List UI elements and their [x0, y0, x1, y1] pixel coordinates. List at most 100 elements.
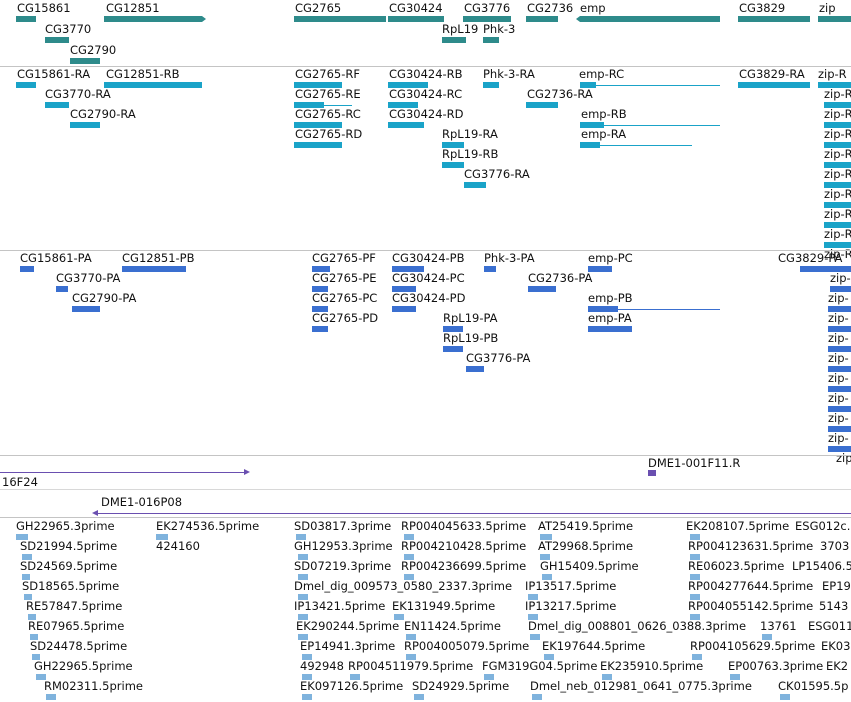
- est-label[interactable]: GH22965.3prime: [16, 519, 115, 533]
- protein-feature[interactable]: [588, 306, 618, 312]
- gene-label[interactable]: zip: [819, 1, 836, 15]
- est-feature[interactable]: [544, 654, 554, 660]
- est-feature[interactable]: [36, 674, 46, 680]
- est-feature[interactable]: [528, 594, 538, 600]
- protein-feature[interactable]: [122, 266, 186, 272]
- gene-feature[interactable]: [70, 58, 100, 64]
- transcript-label[interactable]: emp-RC: [579, 67, 625, 81]
- est-label[interactable]: IP13517.5prime: [525, 579, 617, 593]
- est-label[interactable]: AT25419.5prime: [538, 519, 634, 533]
- transcript-feature[interactable]: [818, 82, 851, 88]
- gene-label[interactable]: CG2765: [295, 1, 342, 15]
- est-feature[interactable]: [528, 614, 538, 620]
- est-label[interactable]: EK03: [821, 639, 851, 653]
- protein-label[interactable]: zip-: [836, 451, 851, 465]
- gene-label[interactable]: CG30424: [389, 1, 443, 15]
- transcript-feature[interactable]: [824, 182, 851, 188]
- est-feature[interactable]: [404, 534, 414, 540]
- protein-label[interactable]: emp-PB: [588, 291, 633, 305]
- transcript-label[interactable]: CG3776-RA: [464, 167, 530, 181]
- est-feature[interactable]: [406, 634, 416, 640]
- est-feature[interactable]: [692, 654, 702, 660]
- protein-feature[interactable]: [392, 266, 424, 272]
- est-feature[interactable]: [602, 674, 612, 680]
- transcript-label[interactable]: CG3829-RA: [739, 67, 805, 81]
- protein-label[interactable]: CG2765-PC: [312, 291, 378, 305]
- transcript-feature[interactable]: [70, 122, 100, 128]
- est-label[interactable]: EP19: [822, 579, 851, 593]
- transcript-feature[interactable]: [294, 102, 324, 108]
- protein-feature[interactable]: [828, 426, 851, 432]
- gene-label[interactable]: CG15861: [17, 1, 71, 15]
- est-label[interactable]: CK01595.5p: [778, 679, 849, 693]
- est-label[interactable]: SD03817.3prime: [294, 519, 392, 533]
- est-label[interactable]: EK097126.5prime: [300, 679, 404, 693]
- transcript-feature[interactable]: [16, 82, 36, 88]
- transcript-feature[interactable]: [738, 82, 810, 88]
- est-feature[interactable]: [540, 534, 552, 540]
- protein-feature[interactable]: [830, 286, 851, 292]
- est-feature[interactable]: [414, 694, 424, 700]
- transcript-label[interactable]: CG2765-RF: [295, 67, 360, 81]
- transcript-label[interactable]: emp-RA: [581, 127, 627, 141]
- clone-label[interactable]: DME1-001F11.R: [648, 456, 741, 470]
- gene-feature[interactable]: [818, 16, 851, 22]
- clone-label[interactable]: DME1-016P08: [101, 495, 183, 509]
- transcript-label[interactable]: emp-RB: [581, 107, 627, 121]
- protein-label[interactable]: Phk-3-PA: [484, 251, 535, 265]
- est-feature[interactable]: [540, 554, 550, 560]
- protein-label[interactable]: RpL19-PA: [443, 311, 498, 325]
- est-feature[interactable]: [394, 614, 404, 620]
- gene-feature[interactable]: [738, 16, 810, 22]
- est-feature[interactable]: [302, 694, 312, 700]
- est-label[interactable]: EK208107.5prime: [686, 519, 790, 533]
- est-label[interactable]: RP004105629.5prime: [690, 639, 816, 653]
- clone-feature[interactable]: [0, 472, 244, 473]
- transcript-label[interactable]: zip-R: [824, 167, 851, 181]
- transcript-feature[interactable]: [580, 82, 596, 88]
- protein-feature[interactable]: [528, 286, 556, 292]
- protein-feature[interactable]: [443, 326, 463, 332]
- protein-label[interactable]: zip-: [828, 391, 849, 405]
- est-label[interactable]: RP004005079.5prime: [404, 639, 530, 653]
- gene-feature[interactable]: [294, 16, 386, 22]
- protein-label[interactable]: emp-PC: [588, 251, 633, 265]
- gene-feature[interactable]: [104, 16, 202, 22]
- protein-label[interactable]: CG30424-PB: [392, 251, 465, 265]
- est-feature[interactable]: [530, 634, 540, 640]
- transcript-label[interactable]: zip-R: [824, 227, 851, 241]
- protein-feature[interactable]: [828, 326, 851, 332]
- protein-label[interactable]: CG2765-PE: [312, 271, 377, 285]
- est-feature[interactable]: [484, 674, 494, 680]
- protein-label[interactable]: zip-: [828, 311, 849, 325]
- transcript-feature[interactable]: [580, 122, 604, 128]
- est-feature[interactable]: [762, 634, 772, 640]
- est-label[interactable]: SD07219.3prime: [294, 559, 392, 573]
- est-feature[interactable]: [22, 554, 32, 560]
- transcript-label[interactable]: CG30424-RB: [389, 67, 463, 81]
- est-label[interactable]: 424160: [156, 539, 200, 553]
- transcript-feature[interactable]: [45, 102, 69, 108]
- est-label[interactable]: 5143: [819, 599, 849, 613]
- transcript-feature[interactable]: [824, 162, 851, 168]
- protein-feature[interactable]: [828, 306, 851, 312]
- est-feature[interactable]: [690, 554, 700, 560]
- protein-label[interactable]: zip-: [830, 271, 851, 285]
- gene-feature[interactable]: [45, 37, 69, 43]
- est-feature[interactable]: [302, 674, 312, 680]
- est-label[interactable]: Dmel_dig_008801_0626_0388.3prime: [528, 619, 747, 633]
- protein-feature[interactable]: [443, 346, 463, 352]
- est-feature[interactable]: [298, 554, 308, 560]
- est-feature[interactable]: [406, 654, 416, 660]
- est-label[interactable]: SD18565.5prime: [22, 579, 120, 593]
- gene-label[interactable]: RpL19: [442, 22, 479, 36]
- gene-feature[interactable]: [442, 37, 466, 43]
- transcript-feature[interactable]: [442, 162, 464, 168]
- est-label[interactable]: ESG011: [808, 619, 851, 633]
- protein-label[interactable]: CG3770-PA: [56, 271, 121, 285]
- transcript-label[interactable]: zip-R: [824, 207, 851, 221]
- transcript-label[interactable]: CG2790-RA: [70, 107, 136, 121]
- protein-label[interactable]: CG15861-PA: [20, 251, 92, 265]
- est-label[interactable]: EK290244.5prime: [296, 619, 400, 633]
- gene-label[interactable]: CG3829: [739, 1, 786, 15]
